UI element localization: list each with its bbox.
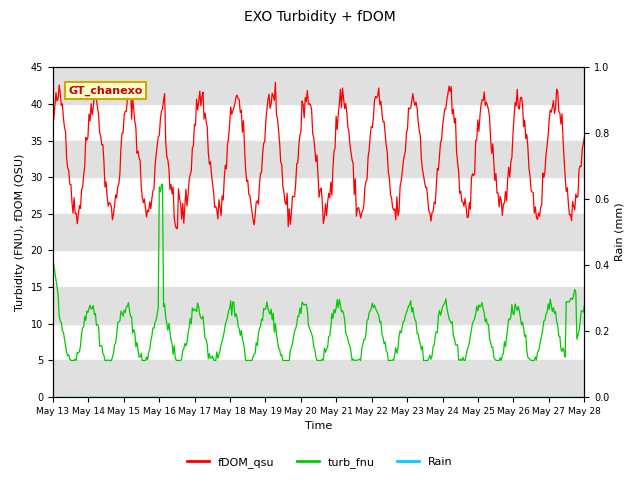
Bar [52,360,584,397]
Legend: fDOM_qsu, turb_fnu, Rain: fDOM_qsu, turb_fnu, Rain [182,452,458,472]
Y-axis label: Rain (mm): Rain (mm) [615,203,625,262]
Text: GT_chanexo: GT_chanexo [68,85,143,96]
Bar [52,214,584,251]
Bar [52,67,584,104]
Text: EXO Turbidity + fDOM: EXO Turbidity + fDOM [244,10,396,24]
Y-axis label: Turbidity (FNU), fDOM (QSU): Turbidity (FNU), fDOM (QSU) [15,154,25,311]
X-axis label: Time: Time [305,421,332,432]
Bar [52,287,584,324]
Bar [52,141,584,177]
